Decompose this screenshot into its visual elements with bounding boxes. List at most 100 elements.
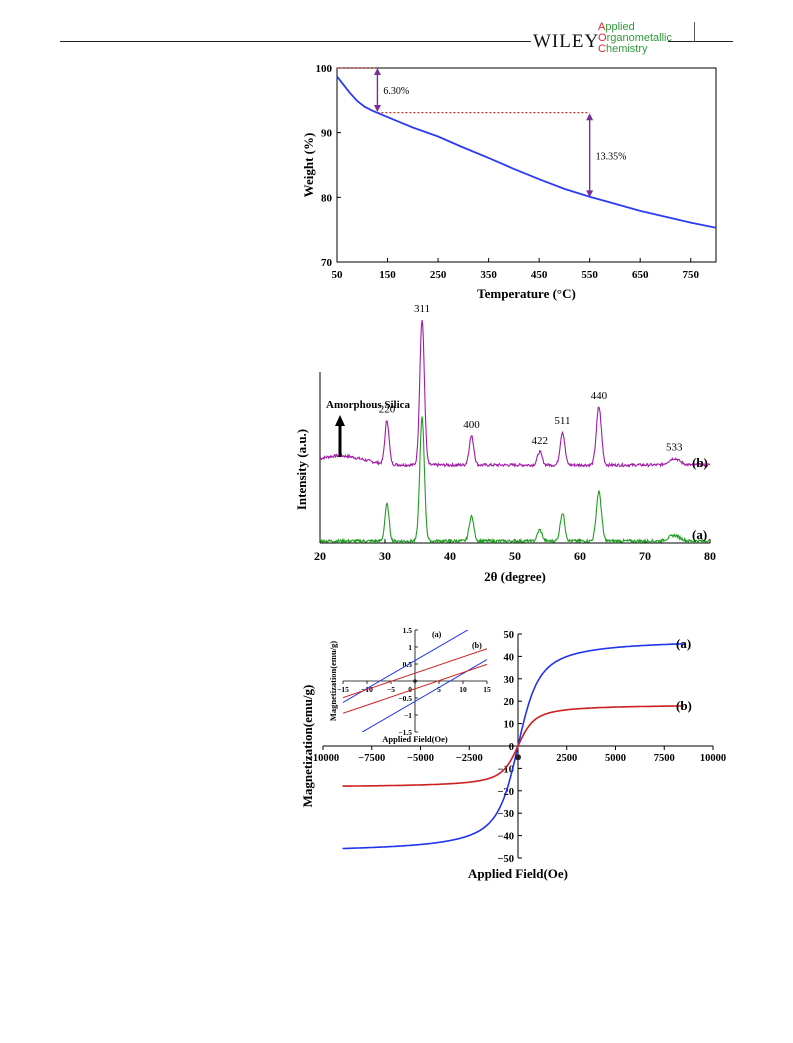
x-tick-label: 30 — [379, 549, 391, 563]
x-tick-label: −5000 — [407, 753, 434, 764]
peak-label-400: 400 — [463, 419, 480, 431]
x-axis-label: Applied Field(Oe) — [468, 866, 568, 881]
x-tick-label: 150 — [379, 269, 396, 281]
inset-loop-branch-a — [343, 630, 469, 703]
inset-label-b: (b) — [472, 641, 482, 650]
inset-y-axis-label: Magnetization(emu/g) — [328, 641, 338, 721]
weight-loss-curve — [336, 75, 717, 229]
inset-loop-branch-b — [343, 663, 487, 714]
inset-y-tick-label: 1 — [408, 643, 412, 652]
x-tick-label: 2500 — [556, 753, 577, 764]
silica-annotation: Amorphous Silica — [326, 399, 411, 411]
inset-loop-branch-b — [343, 648, 487, 699]
inset-x-tick-label: −15 — [337, 685, 349, 694]
inset-origin-marker — [413, 679, 417, 683]
origin-marker — [515, 754, 521, 761]
y-tick-label: 50 — [504, 630, 515, 641]
y-axis-label: Weight (%) — [301, 133, 316, 198]
x-tick-label: 20 — [314, 549, 326, 563]
loss-annotation: 6.30% — [383, 86, 409, 97]
x-tick-label: 750 — [682, 269, 699, 281]
y-tick-label: 30 — [504, 675, 515, 686]
inset-origin-label: 0 — [408, 685, 412, 694]
y-tick-label: −10 — [498, 764, 514, 775]
x-tick-label: 50 — [332, 269, 344, 281]
x-tick-label: 250 — [430, 269, 447, 281]
x-tick-label: 7500 — [654, 753, 675, 764]
y-tick-label: −40 — [498, 832, 514, 843]
x-tick-label: 550 — [581, 269, 598, 281]
xrd-pattern-a — [319, 416, 711, 545]
peak-label-220: 220 — [379, 403, 396, 415]
header-rule-left — [60, 41, 531, 42]
journal-line-3: Chemistry — [598, 43, 648, 55]
inset-y-tick-label: 1.5 — [403, 626, 413, 635]
y-tick-label: −50 — [498, 854, 514, 865]
x-tick-label: −2500 — [456, 753, 483, 764]
series-label-a: (a) — [676, 636, 691, 651]
y-tick-label: 70 — [321, 257, 333, 269]
peak-label-440: 440 — [591, 390, 608, 402]
silica-arrow-head — [335, 415, 345, 426]
loss-arrow-head-up — [586, 113, 594, 121]
vsm-chart: −10000 −7500 −5000 −2500 2500 5000 7500 10000−5… — [300, 626, 726, 881]
x-axis-label: 2θ (degree) — [484, 569, 546, 584]
y-axis-label: Intensity (a.u.) — [294, 429, 309, 510]
magnetization-curve-b — [342, 705, 684, 787]
journal-line-2: Organometallic — [598, 32, 672, 44]
y-tick-label: 40 — [504, 652, 515, 663]
x-tick-label: 450 — [531, 269, 548, 281]
x-tick-label: 650 — [632, 269, 649, 281]
plot-frame — [336, 67, 717, 263]
inset-loop-branch-a — [361, 659, 487, 732]
x-axis-label: Temperature (°C) — [477, 286, 576, 301]
x-tick-label: 40 — [444, 549, 456, 563]
x-tick-label: 10000 — [700, 753, 726, 764]
inset-x-tick-label: 15 — [483, 685, 491, 694]
inset-y-tick-label: −0.5 — [398, 694, 412, 703]
y-tick-label: 20 — [504, 697, 515, 708]
y-tick-label: 10 — [504, 720, 515, 731]
peak-label-422: 422 — [531, 435, 548, 447]
loss-arrow-head-down — [586, 190, 594, 198]
y-tick-label: 90 — [321, 128, 333, 140]
inset-x-tick-label: 10 — [459, 685, 467, 694]
y-axis-label: Magnetization(emu/g) — [300, 685, 315, 808]
inset-y-tick-label: −1 — [404, 711, 412, 720]
x-tick-label: 5000 — [605, 753, 626, 764]
loss-arrow-head-down — [373, 104, 381, 112]
series-label-a: (a) — [692, 527, 707, 542]
peak-label-511: 511 — [554, 415, 570, 427]
tga-chart: 50 150 250 350 450 550 650 750 70 80 90 100 Temperat… — [301, 63, 717, 301]
series-label-b: (b) — [692, 455, 708, 470]
peak-label-311: 311 — [414, 303, 430, 315]
loss-annotation: 13.35% — [596, 151, 627, 162]
x-tick-label: 50 — [509, 549, 521, 563]
inset-x-tick-label: 5 — [437, 685, 441, 694]
journal-line-1: Applied — [598, 21, 635, 33]
inset-label-a: (a) — [432, 630, 442, 639]
xrd-pattern-b — [319, 320, 711, 469]
inset-x-axis-label: Applied Field(Oe) — [382, 734, 448, 744]
magnetization-curve-a — [342, 642, 684, 850]
x-tick-label: 70 — [639, 549, 651, 563]
journal-logo: Applied Organometallic Chemistry — [598, 22, 672, 55]
header-rule-right — [668, 41, 733, 42]
xrd-chart: 20 30 40 50 60 70 80 2θ (degree) Intensity (a.u.… — [294, 303, 716, 584]
publisher-logo: WILEY — [533, 31, 600, 52]
x-tick-label: −7500 — [358, 753, 385, 764]
x-tick-label: 350 — [480, 269, 497, 281]
x-tick-label: 60 — [574, 549, 586, 563]
peak-label-533: 533 — [666, 441, 683, 453]
y-tick-label: 0 — [509, 742, 514, 753]
y-tick-label: 100 — [316, 63, 333, 75]
loss-arrow-head-up — [373, 68, 381, 75]
series-label-b: (b) — [676, 698, 692, 713]
x-tick-label: 80 — [704, 549, 716, 563]
inset-x-tick-label: −5 — [387, 685, 395, 694]
inset-loops — [343, 630, 487, 732]
inset-y-tick-label: −1.5 — [398, 728, 412, 737]
y-tick-label: −30 — [498, 809, 514, 820]
y-tick-label: 80 — [321, 192, 333, 204]
x-tick-label: −10000 — [307, 753, 339, 764]
